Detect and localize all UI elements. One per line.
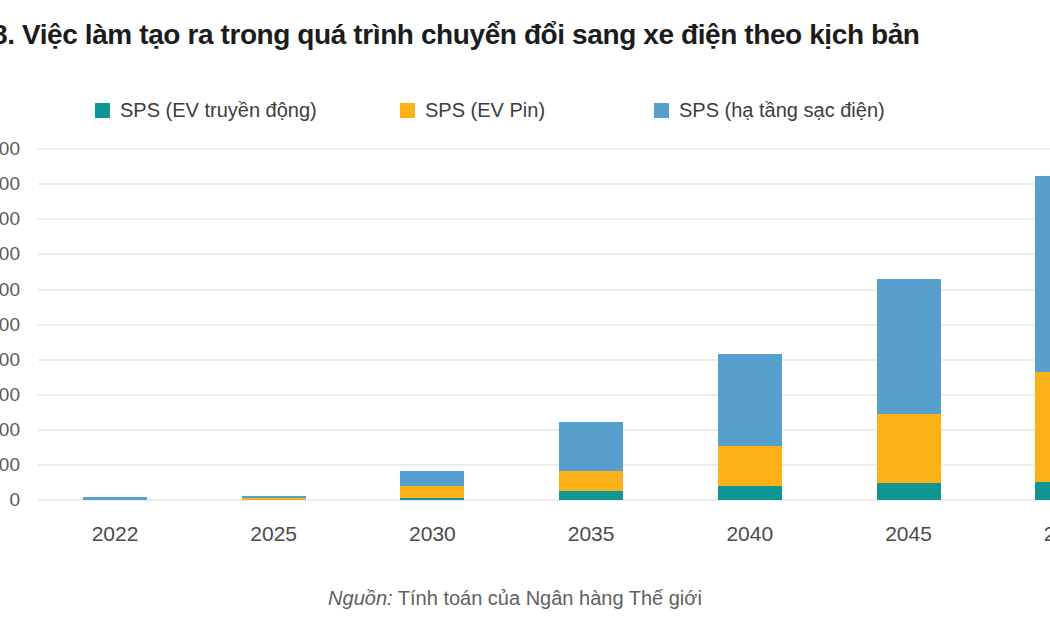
- bar-2022: [83, 497, 147, 500]
- bar-segment: [877, 483, 941, 500]
- bar-2035: [559, 422, 623, 500]
- source-text: Tính toán của Ngân hàng Thế giới: [398, 587, 702, 609]
- legend-label: SPS (EV Pin): [425, 99, 545, 122]
- legend-label: SPS (hạ tầng sạc điện): [679, 99, 885, 122]
- y-tick-label: 00: [0, 419, 20, 441]
- bar-segment: [559, 422, 623, 471]
- x-tick-label: 2040: [705, 522, 795, 546]
- x-tick-label: 2022: [70, 522, 160, 546]
- x-tick-label: 2030: [387, 522, 477, 546]
- y-tick-label: 00: [0, 243, 20, 265]
- chart-title: 8. Việc làm tạo ra trong quá trình chuyể…: [0, 19, 920, 51]
- y-tick-label: 00: [0, 314, 20, 336]
- bar-segment: [718, 354, 782, 446]
- y-tick-label: 00: [0, 138, 20, 160]
- legend-swatch-icon: [400, 103, 415, 118]
- x-tick-label: 2025: [229, 522, 319, 546]
- legend-item-2: SPS (EV Pin): [400, 100, 545, 120]
- bar-2045: [877, 279, 941, 500]
- y-gridline: [38, 183, 1050, 185]
- legend-item-3: SPS (hạ tầng sạc điện): [654, 100, 885, 120]
- chart-figure: 8. Việc làm tạo ra trong quá trình chuyể…: [0, 0, 1050, 630]
- y-gridline: [38, 148, 1050, 150]
- y-tick-label: 00: [0, 454, 20, 476]
- y-gridline: [38, 253, 1050, 255]
- y-tick-label: 0: [9, 489, 20, 511]
- legend-label: SPS (EV truyền động): [120, 99, 317, 122]
- x-tick-label: 2045: [864, 522, 954, 546]
- bar-segment: [1035, 372, 1050, 482]
- bar-segment: [242, 498, 306, 500]
- x-tick-label: 2035: [546, 522, 636, 546]
- legend-item-1: SPS (EV truyền động): [95, 100, 317, 120]
- bar-segment: [718, 486, 782, 500]
- legend-swatch-icon: [654, 103, 669, 118]
- y-tick-label: 00: [0, 384, 20, 406]
- bar-segment: [559, 471, 623, 491]
- bar-segment: [400, 498, 464, 500]
- x-tick-label: 2050: [1022, 522, 1050, 546]
- bar-segment: [1035, 176, 1050, 372]
- source-prefix: Nguồn:: [328, 587, 393, 609]
- legend-swatch-icon: [95, 103, 110, 118]
- bar-segment: [400, 471, 464, 486]
- bar-2025: [242, 496, 306, 500]
- bar-segment: [1035, 482, 1050, 500]
- bar-segment: [83, 497, 147, 500]
- y-tick-label: 00: [0, 349, 20, 371]
- bar-2040: [718, 354, 782, 500]
- y-gridline: [38, 218, 1050, 220]
- source-line: Nguồn: Tính toán của Ngân hàng Thế giới: [0, 587, 1030, 610]
- bar-2030: [400, 471, 464, 500]
- y-tick-label: 00: [0, 279, 20, 301]
- bar-segment: [877, 279, 941, 414]
- bar-segment: [877, 414, 941, 483]
- bar-2050: [1035, 176, 1050, 500]
- y-tick-label: 00: [0, 173, 20, 195]
- bar-segment: [559, 491, 623, 500]
- y-tick-label: 00: [0, 208, 20, 230]
- bar-segment: [400, 486, 464, 497]
- bar-segment: [718, 446, 782, 486]
- plot-area: [0, 149, 1050, 500]
